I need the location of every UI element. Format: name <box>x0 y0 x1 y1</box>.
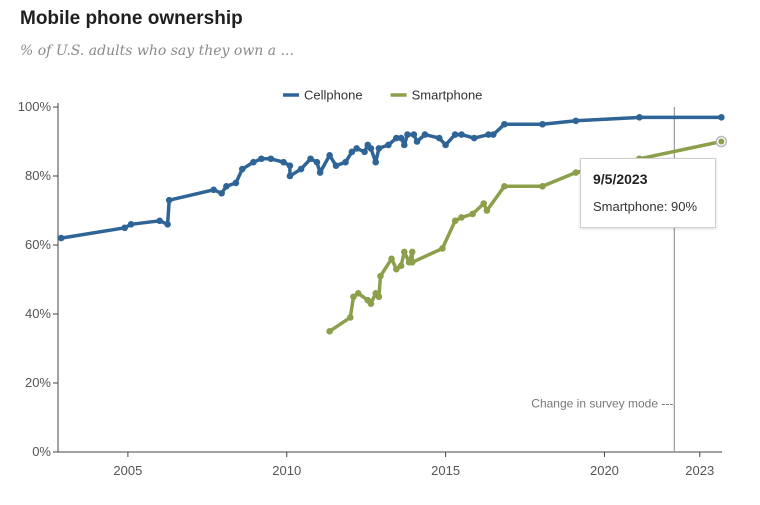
tooltip: 9/5/2023 Smartphone: 90% <box>580 158 716 228</box>
smartphone-point <box>388 255 395 263</box>
cellphone-point <box>127 221 135 228</box>
cellphone-point <box>636 114 643 121</box>
cellphone-point <box>297 165 305 173</box>
cellphone-point <box>361 148 368 156</box>
smartphone-point <box>393 265 400 273</box>
smartphone-point <box>408 258 416 266</box>
survey-mode-annotation: Change in survey mode --- <box>531 397 673 411</box>
cellphone-series <box>57 114 725 242</box>
cellphone-point <box>156 217 163 225</box>
x-tick-label: 2023 <box>685 463 714 478</box>
cellphone-point <box>258 155 265 163</box>
y-tick-label: 100% <box>18 99 52 114</box>
cellphone-point <box>572 117 580 125</box>
y-tick-label: 60% <box>25 237 51 252</box>
y-tick-label: 0% <box>32 444 51 459</box>
cellphone-point <box>165 196 173 204</box>
cellphone-point <box>353 145 360 152</box>
cellphone-point <box>250 158 257 166</box>
x-tick-label: 2015 <box>431 463 460 478</box>
cellphone-point <box>539 120 546 128</box>
cellphone-point <box>397 134 405 142</box>
cellphone-point <box>332 162 340 169</box>
smartphone-point <box>397 262 405 270</box>
cellphone-point <box>375 145 383 152</box>
tooltip-value: Smartphone: 90% <box>593 199 698 214</box>
cellphone-point <box>164 221 171 228</box>
smartphone-point <box>572 169 580 176</box>
cellphone-point <box>435 134 443 142</box>
cellphone-point <box>413 138 421 145</box>
x-tick-label: 2010 <box>272 463 301 478</box>
smartphone-point <box>480 200 488 207</box>
tooltip-date: 9/5/2023 <box>593 171 648 187</box>
cellphone-point <box>210 186 217 194</box>
cellphone-point <box>313 158 321 166</box>
cellphone-point <box>348 148 356 156</box>
x-axis: 2005 2010 2015 2020 2023 <box>58 451 722 478</box>
cellphone-point <box>393 134 400 142</box>
cellphone-point <box>367 145 375 152</box>
cellphone-point <box>121 224 129 232</box>
smartphone-point <box>354 290 362 297</box>
cellphone-point <box>410 131 418 138</box>
smartphone-point <box>326 327 333 335</box>
y-axis: 0% 20% 40% 60% 80% 100% <box>18 99 59 459</box>
cellphone-point <box>280 158 287 166</box>
smartphone-point <box>539 183 546 190</box>
cellphone-point <box>57 234 65 242</box>
smartphone-point <box>377 272 384 280</box>
cellphone-point <box>267 155 275 163</box>
smartphone-point <box>483 207 491 214</box>
series-layer <box>57 114 728 335</box>
smartphone-point-highlight <box>718 138 725 145</box>
cellphone-point <box>342 158 349 166</box>
chart-subtitle: % of U.S. adults who say they own a ... <box>20 43 294 59</box>
smartphone-point <box>469 210 476 218</box>
smartphone-point <box>350 293 357 301</box>
smartphone-point <box>400 248 408 256</box>
y-tick-label: 80% <box>25 168 51 183</box>
smartphone-point <box>439 245 446 252</box>
cellphone-point <box>442 141 449 149</box>
smartphone-series <box>326 135 728 335</box>
cellphone-point <box>451 131 459 138</box>
x-tick-label: 2020 <box>590 463 619 478</box>
cellphone-point <box>286 172 294 180</box>
cellphone-point <box>238 165 246 173</box>
smartphone-point <box>501 183 508 190</box>
legend-label: Cellphone <box>304 88 363 103</box>
x-tick-label: 2005 <box>113 463 142 478</box>
cellphone-point <box>316 169 324 176</box>
cellphone-point <box>218 189 225 197</box>
cellphone-point <box>421 131 429 138</box>
cellphone-point <box>326 152 333 159</box>
smartphone-point <box>346 314 354 321</box>
y-tick-label: 40% <box>25 306 51 321</box>
cellphone-point <box>372 158 380 166</box>
cellphone-point <box>400 141 408 149</box>
legend-label: Smartphone <box>412 88 483 103</box>
cellphone-point <box>286 162 294 169</box>
cellphone-point <box>489 131 497 138</box>
cellphone-point <box>485 131 492 138</box>
smartphone-point <box>458 214 465 221</box>
cellphone-point <box>404 131 411 138</box>
cellphone-point <box>385 141 392 149</box>
cellphone-point <box>307 155 314 163</box>
y-tick-label: 20% <box>25 375 51 390</box>
cellphone-point <box>458 131 465 138</box>
cellphone-point <box>470 134 478 142</box>
smartphone-point <box>408 248 416 256</box>
smartphone-point <box>367 300 375 307</box>
smartphone-point <box>375 293 383 301</box>
cellphone-point <box>718 114 725 121</box>
cellphone-point <box>501 120 508 128</box>
cellphone-point <box>232 179 240 187</box>
legend: Cellphone Smartphone <box>283 88 482 103</box>
smartphone-point <box>451 217 459 225</box>
chart-title: Mobile phone ownership <box>20 8 243 29</box>
cellphone-point <box>223 183 230 190</box>
